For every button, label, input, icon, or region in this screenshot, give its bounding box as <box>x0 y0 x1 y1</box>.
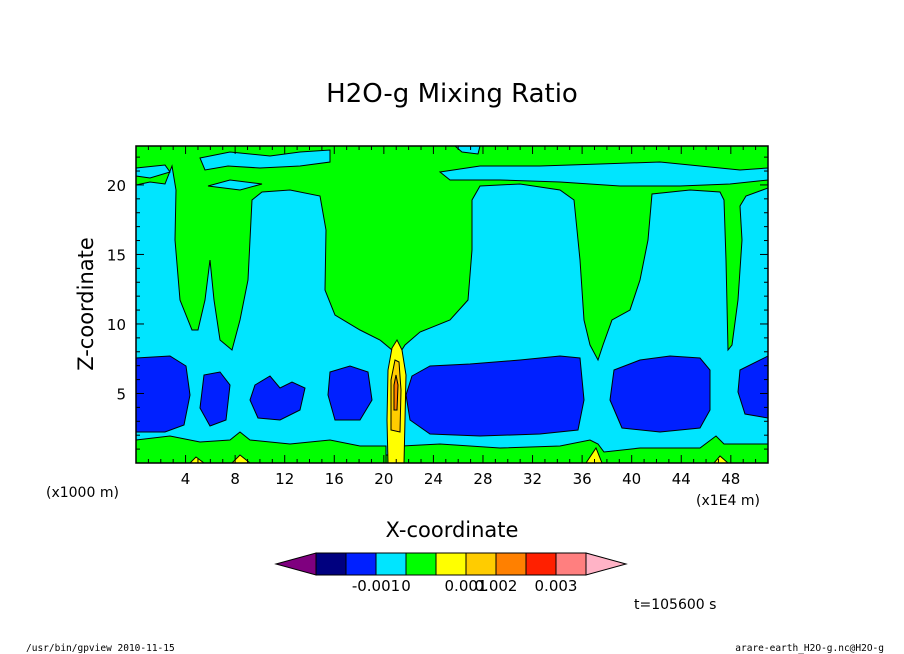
colorbar-tick-label: 0.003 <box>535 577 578 595</box>
y-axis: 5 10 15 20 <box>107 156 768 450</box>
plot-frame <box>135 145 769 464</box>
contour-core-blue <box>199 371 231 427</box>
plot-area <box>135 145 769 464</box>
x-tick-label: 4 <box>181 470 191 488</box>
x-axis-title: X-coordinate <box>386 518 519 542</box>
contour-bump-yellow <box>189 456 205 463</box>
colorbar-swatch <box>465 552 497 576</box>
contour-bump-yellow <box>231 454 251 463</box>
colorbar <box>274 552 628 576</box>
x-tick-label: 32 <box>523 470 542 488</box>
colorbar-tick-label: -0.001 <box>352 577 400 595</box>
colorbar-swatch <box>345 552 377 576</box>
x-tick-label: 8 <box>230 470 240 488</box>
colorbar-swatch <box>555 552 587 576</box>
y-tick-label: 5 <box>116 385 126 403</box>
colorbar-swatch <box>525 552 557 576</box>
time-label: t=105600 s <box>634 597 716 613</box>
x-unit-left: (x1000 m) <box>46 485 119 501</box>
y-tick-label: 10 <box>107 316 126 334</box>
x-tick-label: 44 <box>672 470 691 488</box>
x-tick-label: 16 <box>325 470 344 488</box>
contour-region-cyan-top2 <box>438 161 768 187</box>
x-tick-label: 20 <box>374 470 393 488</box>
contour-core-blue <box>405 355 585 437</box>
colorbar-tick-label: 0.002 <box>475 577 518 595</box>
y-axis-title: Z-coordinate <box>74 237 98 371</box>
colorbar-swatch <box>495 552 527 576</box>
contour-bump-yellow <box>713 455 729 463</box>
colorbar-tick-label: 0.001 <box>445 577 488 595</box>
colorbar-swatch <box>435 552 467 576</box>
contour-core-blue <box>327 365 373 421</box>
contour-core-blue <box>737 355 768 419</box>
contour-bump-yellow <box>585 446 603 463</box>
footer-left: /usr/bin/gpview 2010-11-15 <box>26 643 175 654</box>
x-tick-label: 12 <box>275 470 294 488</box>
contour-region-green-lower2 <box>401 435 768 463</box>
colorbar-swatch <box>375 552 407 576</box>
x-axis: 4 8 12 16 20 24 28 32 36 40 44 48 <box>147 146 769 488</box>
colorbar-swatch <box>405 552 437 576</box>
contour-region-cyan-topmost <box>454 146 481 155</box>
x-tick-label: 28 <box>473 470 492 488</box>
x-tick-label: 24 <box>424 470 443 488</box>
contour-region-cyan-blob <box>207 179 263 191</box>
colorbar-tick-label: 0 <box>401 577 411 595</box>
colorbar-extend-low <box>274 552 317 576</box>
y-tick-label: 20 <box>107 177 126 195</box>
contour-plume-red <box>393 374 399 411</box>
x-tick-label: 48 <box>721 470 740 488</box>
contour-core-blue <box>136 355 191 433</box>
x-tick-label: 36 <box>573 470 592 488</box>
contour-region-green-lower <box>136 431 387 463</box>
x-tick-label: 40 <box>622 470 641 488</box>
colorbar-swatch <box>315 552 347 576</box>
footer-right: arare-earth_H2O-g.nc@H2O-g <box>735 643 884 654</box>
contour-core-blue <box>249 375 306 421</box>
colorbar-extend-high <box>585 552 628 576</box>
contour-region-cyan-top <box>199 149 331 171</box>
contour-core-blue <box>609 355 711 433</box>
x-unit-right: (x1E4 m) <box>696 493 760 509</box>
contour-region-cyan-upper <box>136 164 171 179</box>
y-tick-label: 15 <box>107 246 126 264</box>
chart-title: H2O-g Mixing Ratio <box>326 79 578 109</box>
